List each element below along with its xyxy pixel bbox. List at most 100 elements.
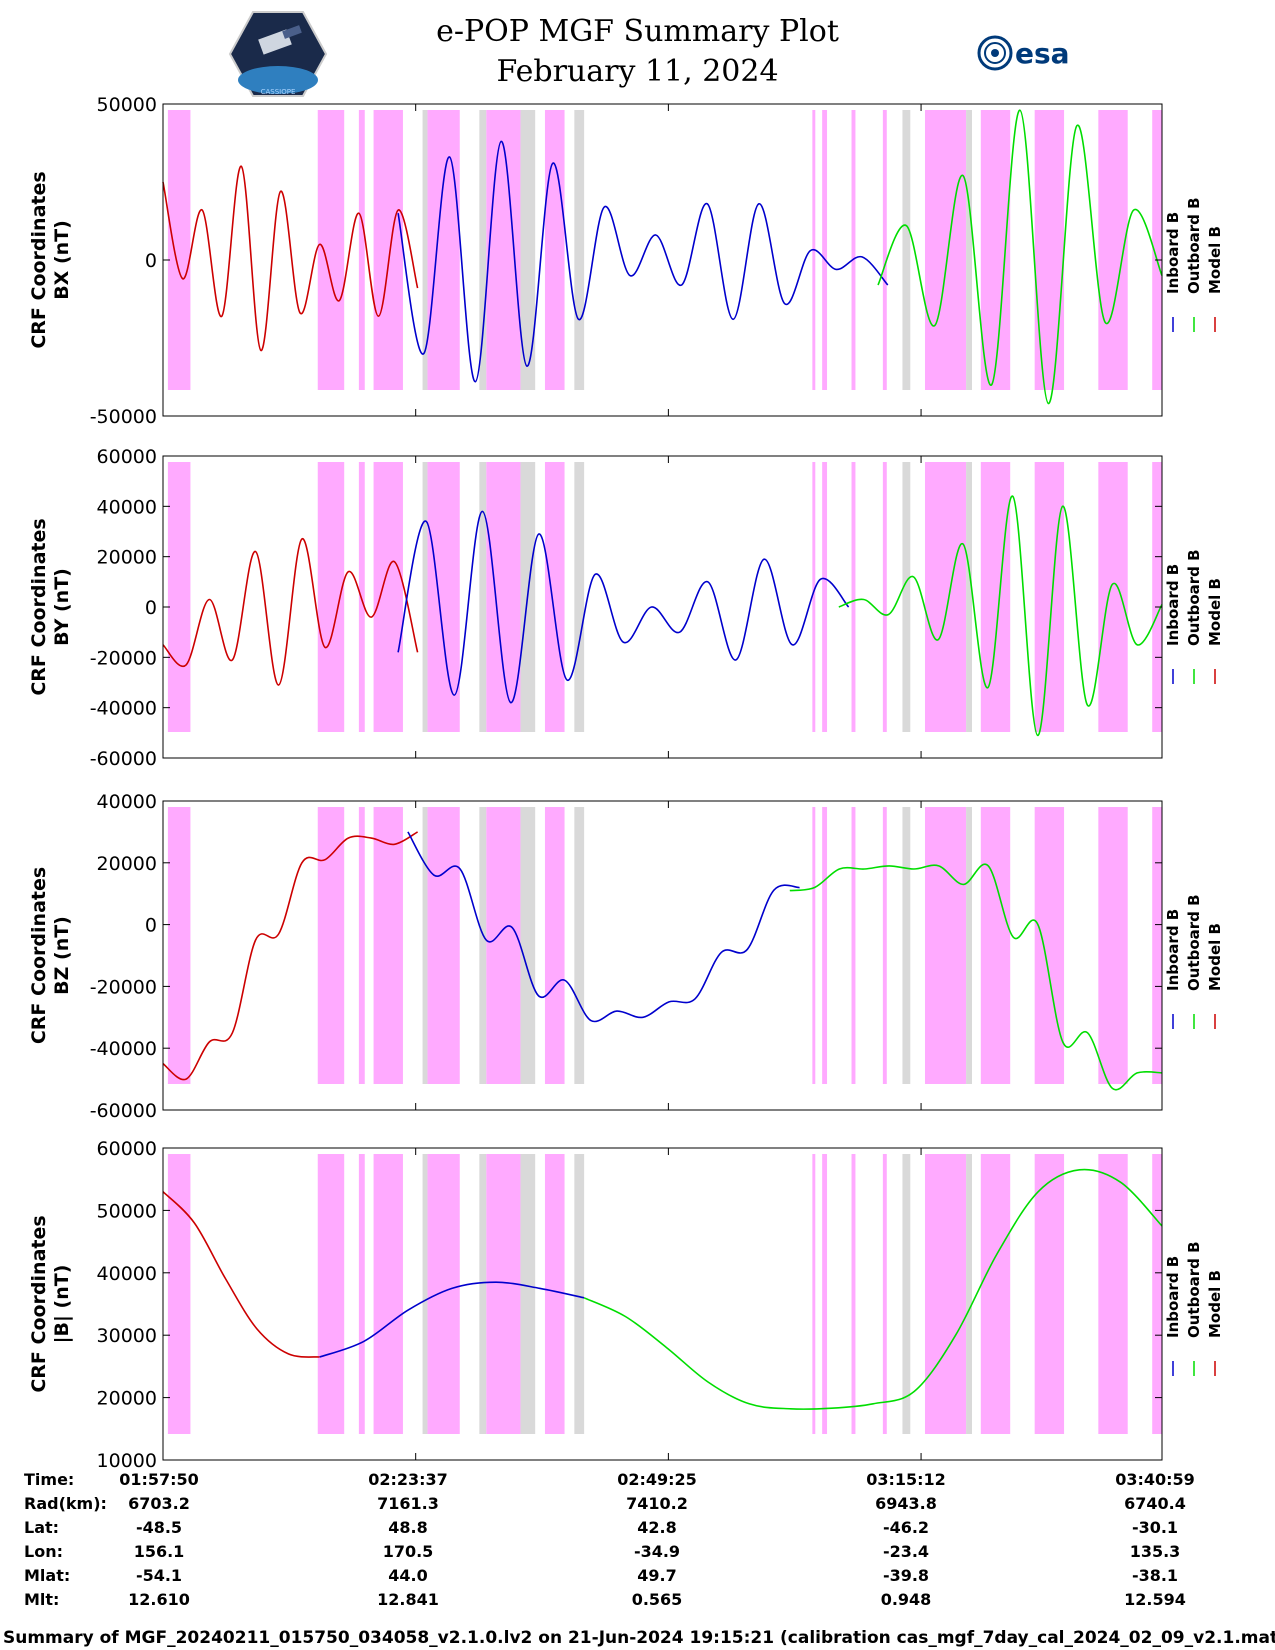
y-tick-label: 50000: [97, 1200, 157, 1222]
lon-label: Lon:: [24, 1542, 63, 1561]
gray-band: [574, 462, 585, 732]
gray-band: [574, 807, 585, 1084]
magenta-band: [1034, 462, 1065, 732]
series-line: [162, 1191, 320, 1358]
gray-band: [902, 807, 911, 1084]
magenta-band: [427, 110, 460, 390]
table-cell: 02:23:37: [368, 1470, 448, 1489]
y-axis-label-line: BX (nT): [51, 220, 73, 300]
table-cell: 135.3: [1129, 1542, 1181, 1561]
y-tick-label: 60000: [97, 446, 157, 468]
y-axis-label-line: CRF Coordinates: [28, 867, 50, 1044]
y-axis-label-line: |B| (nT): [51, 1265, 73, 1344]
magenta-band: [1098, 1154, 1128, 1434]
magenta-band: [167, 110, 191, 390]
series-line: [877, 109, 1163, 405]
gray-band: [479, 462, 487, 732]
footer-text: Summary of MGF_20240211_015750_034058_v2…: [3, 1628, 1275, 1648]
magenta-band: [980, 807, 1011, 1084]
magenta-band: [317, 1154, 345, 1434]
magenta-band: [851, 462, 856, 732]
y-tick-label: 20000: [97, 547, 157, 569]
magenta-band: [980, 462, 1011, 732]
legend: Inboard B Outboard B Model B: [1164, 549, 1224, 684]
magenta-band: [358, 807, 365, 1084]
y-tick-label: 0: [145, 915, 157, 937]
magenta-band: [851, 110, 856, 390]
legend-label: Model B: [1206, 226, 1224, 294]
table-cell: 7161.3: [377, 1494, 439, 1513]
gray-band: [902, 110, 911, 390]
gray-band: [966, 110, 972, 390]
table-cell: 03:15:12: [866, 1470, 946, 1489]
magenta-band: [1152, 110, 1162, 390]
radius-label: Rad(km):: [24, 1494, 107, 1513]
y-tick-label: 40000: [97, 791, 157, 813]
magenta-band: [373, 462, 403, 732]
y-tick-label: 40000: [97, 1263, 157, 1285]
legend-label: Outboard B: [1185, 894, 1203, 991]
magenta-band: [544, 1154, 565, 1434]
y-tick-label: -60000: [90, 748, 157, 770]
magenta-band: [822, 807, 828, 1084]
table-cell: -23.4: [882, 1542, 930, 1561]
y-axis-label-line: CRF Coordinates: [28, 1215, 50, 1392]
magenta-band: [544, 462, 565, 732]
magenta-band: [358, 1154, 365, 1434]
magenta-band: [924, 462, 967, 732]
magenta-band: [373, 1154, 403, 1434]
table-cell: 6740.4: [1124, 1494, 1186, 1513]
magenta-band: [317, 807, 345, 1084]
gray-band: [966, 1154, 972, 1434]
table-cell: -30.1: [1131, 1518, 1179, 1537]
table-cell: 48.8: [388, 1518, 428, 1537]
gray-band: [574, 1154, 585, 1434]
magenta-band: [882, 807, 887, 1084]
table-cell: 12.610: [128, 1590, 190, 1609]
table-cell: 170.5: [382, 1542, 434, 1561]
gray-band: [520, 110, 536, 390]
y-tick-label: -40000: [90, 698, 157, 720]
magenta-band: [882, 1154, 887, 1434]
y-axis-label-line: CRF Coordinates: [28, 518, 50, 695]
y-tick-label: -60000: [90, 1100, 157, 1122]
cassiope-logo-text: CASSIOPE: [261, 88, 296, 96]
magenta-band: [1034, 807, 1065, 1084]
table-cell: 156.1: [133, 1542, 185, 1561]
plot-frame: [162, 1147, 1163, 1461]
gray-band: [520, 1154, 536, 1434]
y-axis-label: CRF CoordinatesBX (nT): [28, 171, 73, 348]
magenta-band: [544, 110, 565, 390]
magenta-band: [822, 110, 828, 390]
magenta-band: [1034, 110, 1065, 390]
series-line: [407, 831, 800, 1023]
panel-3: -60000 -40000 -20000 0 20000 40000 CRF Coordin…: [28, 791, 1224, 1122]
legend: Inboard B Outboard B Model B: [1164, 894, 1224, 1029]
magenta-band: [427, 1154, 460, 1434]
magenta-band: [1152, 807, 1162, 1084]
table-cell: 0.565: [631, 1590, 683, 1609]
magenta-band: [851, 807, 856, 1084]
plot-frame: [162, 455, 1163, 759]
magenta-band: [882, 110, 887, 390]
table-cell: -54.1: [135, 1566, 183, 1585]
panel-1: -50000 0 50000 CRF CoordinatesBX (nT) Inboar…: [28, 94, 1224, 428]
table-cell: -39.8: [882, 1566, 930, 1585]
gray-band: [966, 462, 972, 732]
y-axis-label: CRF CoordinatesBY (nT): [28, 518, 73, 695]
y-axis-label: CRF CoordinatesBZ (nT): [28, 867, 73, 1044]
magenta-band: [1098, 462, 1128, 732]
table-cell: 6943.8: [875, 1494, 937, 1513]
magenta-band: [1098, 807, 1128, 1084]
magenta-band: [812, 807, 816, 1084]
magenta-band: [851, 1154, 856, 1434]
table-cell: 03:40:59: [1115, 1470, 1195, 1489]
magenta-band: [882, 462, 887, 732]
magenta-band: [317, 110, 345, 390]
magenta-band: [486, 110, 521, 390]
legend: Inboard B Outboard B Model B: [1164, 1241, 1224, 1376]
legend-label: Inboard B: [1164, 212, 1182, 294]
legend-label: Inboard B: [1164, 564, 1182, 646]
